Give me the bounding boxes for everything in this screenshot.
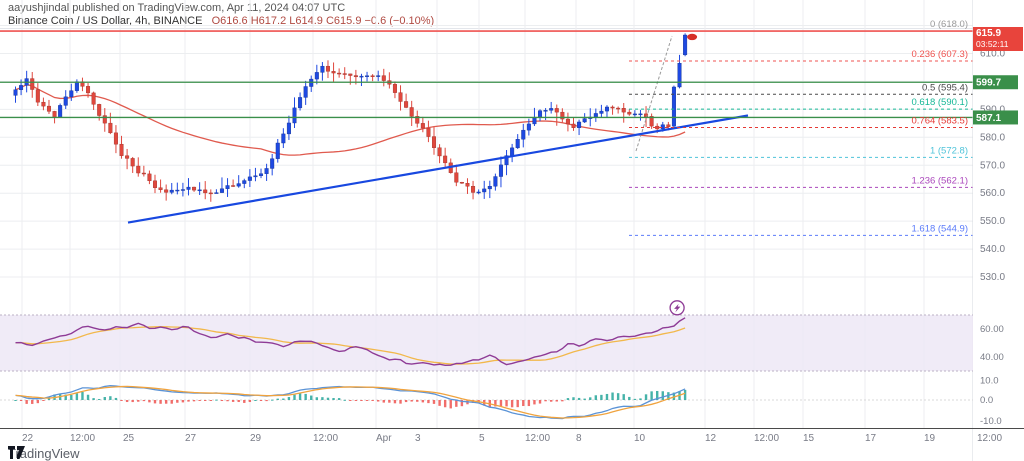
svg-text:10.0: 10.0 xyxy=(980,375,999,386)
svg-text:1 (572.8): 1 (572.8) xyxy=(930,145,968,156)
svg-text:40.00: 40.00 xyxy=(980,352,1004,363)
svg-text:550.0: 550.0 xyxy=(980,216,1005,227)
svg-text:540.0: 540.0 xyxy=(980,244,1005,255)
svg-text:530.0: 530.0 xyxy=(980,272,1005,283)
svg-text:587.1: 587.1 xyxy=(976,113,1001,124)
svg-text:0 (618.0): 0 (618.0) xyxy=(930,19,968,30)
svg-text:0.5 (595.4): 0.5 (595.4) xyxy=(922,82,968,93)
svg-text:0.0: 0.0 xyxy=(980,395,993,406)
svg-text:570.0: 570.0 xyxy=(980,160,1005,171)
svg-text:599.7: 599.7 xyxy=(976,78,1001,89)
svg-text:1.236 (562.1): 1.236 (562.1) xyxy=(911,175,968,186)
svg-text:-10.0: -10.0 xyxy=(980,416,1002,427)
svg-text:1.618 (544.9): 1.618 (544.9) xyxy=(911,223,968,234)
svg-text:560.0: 560.0 xyxy=(980,188,1005,199)
svg-text:60.00: 60.00 xyxy=(980,324,1004,335)
svg-text:580.0: 580.0 xyxy=(980,132,1005,143)
svg-text:0.618 (590.1): 0.618 (590.1) xyxy=(911,97,968,108)
svg-text:0.236 (607.3): 0.236 (607.3) xyxy=(911,49,968,60)
svg-text:0.764 (583.5): 0.764 (583.5) xyxy=(911,116,968,127)
